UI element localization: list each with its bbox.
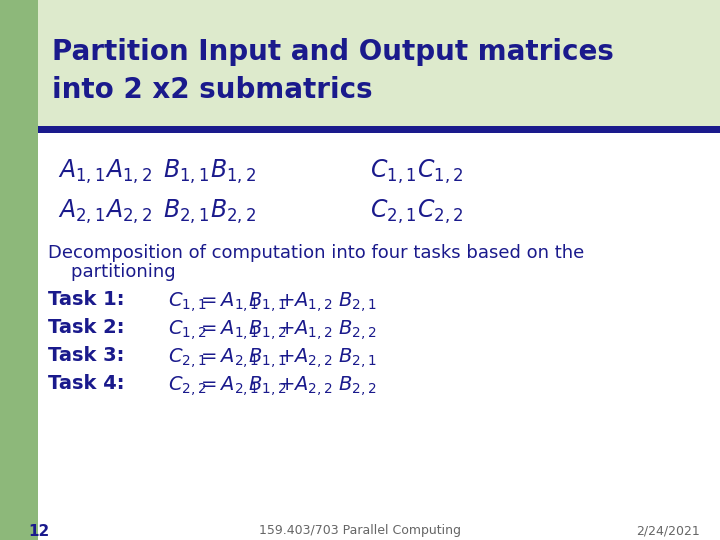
Text: $=A_{2,1}$: $=A_{2,1}$: [197, 346, 259, 370]
Text: $B_{1,1}$: $B_{1,1}$: [248, 346, 287, 370]
Text: Task 3:: Task 3:: [48, 346, 125, 365]
Text: $B_{2,1}$: $B_{2,1}$: [338, 290, 377, 314]
Text: Task 1:: Task 1:: [48, 290, 125, 309]
Bar: [0, 0, 720, 128]
Text: $C_{1,1}$: $C_{1,1}$: [168, 290, 207, 314]
Text: $B_{1,2}$: $B_{1,2}$: [248, 318, 287, 342]
Text: $=A_{1,1}$: $=A_{1,1}$: [197, 318, 259, 342]
Text: $C_{2,2}$: $C_{2,2}$: [168, 374, 207, 398]
Text: 2/24/2021: 2/24/2021: [636, 524, 700, 537]
Text: $+ A_{2,2}$: $+ A_{2,2}$: [278, 346, 333, 370]
Text: 12: 12: [28, 524, 49, 539]
Text: $B_{2,1}$: $B_{2,1}$: [163, 198, 209, 226]
Text: $A_{1,2}$: $A_{1,2}$: [105, 158, 153, 186]
Text: Task 4:: Task 4:: [48, 374, 125, 393]
Text: $A_{2,2}$: $A_{2,2}$: [105, 198, 153, 226]
Text: $C_{2,1}$: $C_{2,1}$: [370, 198, 416, 226]
Text: 159.403/703 Parallel Computing: 159.403/703 Parallel Computing: [259, 524, 461, 537]
Text: Decomposition of computation into four tasks based on the: Decomposition of computation into four t…: [48, 244, 584, 262]
Text: $+ A_{1,2}$: $+ A_{1,2}$: [278, 290, 333, 314]
Text: Task 2:: Task 2:: [48, 318, 125, 337]
Text: $B_{2,2}$: $B_{2,2}$: [210, 198, 256, 226]
Text: $C_{1,1}$: $C_{1,1}$: [370, 158, 416, 186]
Text: $B_{2,2}$: $B_{2,2}$: [338, 374, 377, 398]
Text: $B_{1,2}$: $B_{1,2}$: [210, 158, 256, 186]
Text: $B_{1,2}$: $B_{1,2}$: [248, 374, 287, 398]
Text: Partition Input and Output matrices: Partition Input and Output matrices: [52, 38, 614, 66]
Text: $+ A_{1,2}$: $+ A_{1,2}$: [278, 318, 333, 342]
Bar: [0, 0, 38, 540]
Text: $=A_{1,1}$: $=A_{1,1}$: [197, 290, 259, 314]
Text: $C_{1,2}$: $C_{1,2}$: [417, 158, 464, 186]
Text: $B_{2,2}$: $B_{2,2}$: [338, 318, 377, 342]
Text: $C_{2,1}$: $C_{2,1}$: [168, 346, 207, 370]
Text: $A_{2,1}$: $A_{2,1}$: [58, 198, 105, 226]
Text: $+ A_{2,2}$: $+ A_{2,2}$: [278, 374, 333, 398]
Text: $B_{2,1}$: $B_{2,1}$: [338, 346, 377, 370]
Text: $B_{1,1}$: $B_{1,1}$: [248, 290, 287, 314]
Text: $=A_{2,1}$: $=A_{2,1}$: [197, 374, 259, 398]
Text: $A_{1,1}$: $A_{1,1}$: [58, 158, 105, 186]
Text: $C_{2,2}$: $C_{2,2}$: [417, 198, 464, 226]
Text: partitioning: partitioning: [48, 263, 176, 281]
Text: into 2 x2 submatrics: into 2 x2 submatrics: [52, 76, 373, 104]
Text: $C_{1,2}$: $C_{1,2}$: [168, 318, 207, 342]
Text: $B_{1,1}$: $B_{1,1}$: [163, 158, 209, 186]
Bar: [38, 126, 720, 133]
